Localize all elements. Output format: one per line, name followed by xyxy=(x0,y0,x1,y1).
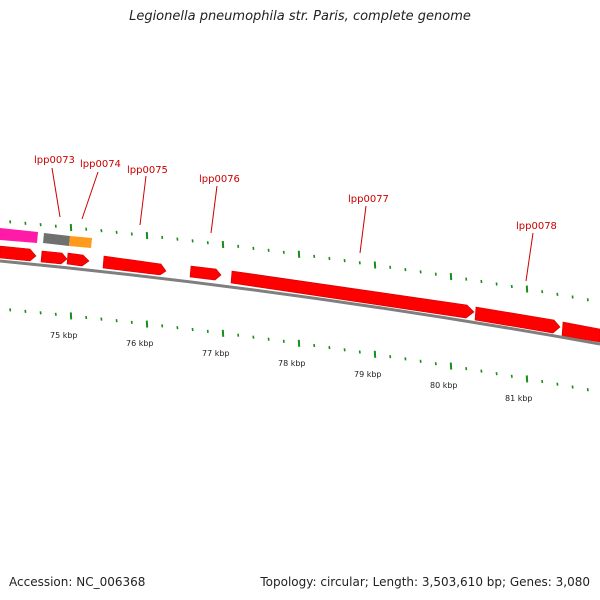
gene-arrow[interactable] xyxy=(40,250,68,265)
gene-label-lpp0073[interactable]: lpp0073 xyxy=(34,155,75,166)
map-title: Legionella pneumophila str. Paris, compl… xyxy=(129,9,471,24)
kbp-label: 76 kbp xyxy=(126,339,154,348)
gene-labels: lpp0073 lpp0074 lpp0075 lpp0076 lpp0077 … xyxy=(34,155,557,232)
callout-line xyxy=(210,185,218,234)
gene-arrow[interactable] xyxy=(474,306,561,334)
kbp-label: 79 kbp xyxy=(354,370,382,379)
kbp-label: 75 kbp xyxy=(50,331,78,340)
kbp-labels: 75 kbp 76 kbp 77 kbp 78 kbp 79 kbp 80 kb… xyxy=(50,331,533,403)
inner-tick-ring xyxy=(9,308,589,392)
gene-label-lpp0076[interactable]: lpp0076 xyxy=(199,174,240,185)
callout-line xyxy=(359,205,367,254)
genome-backbone xyxy=(0,259,600,346)
kbp-label: 77 kbp xyxy=(202,349,230,358)
callout-line xyxy=(51,167,61,218)
genome-summary-text: Topology: circular; Length: 3,503,610 bp… xyxy=(260,575,590,589)
gene-feature-orange[interactable] xyxy=(69,236,92,248)
gene-arrows xyxy=(0,245,600,343)
gene-arrow[interactable] xyxy=(0,245,37,262)
callout-line xyxy=(525,232,534,282)
gene-arrow[interactable] xyxy=(66,252,90,267)
gene-label-lpp0078[interactable]: lpp0078 xyxy=(516,221,557,232)
gene-arrow[interactable] xyxy=(561,321,600,343)
rna-feature-pink[interactable] xyxy=(0,228,38,243)
feature-strip xyxy=(0,228,92,248)
outer-tick-ring xyxy=(9,220,589,302)
accession-text: Accession: NC_006368 xyxy=(9,575,146,589)
kbp-label: 80 kbp xyxy=(430,381,458,390)
label-callouts xyxy=(51,167,534,282)
callout-line xyxy=(139,175,147,226)
gene-arrow[interactable] xyxy=(189,265,222,281)
gene-label-lpp0074[interactable]: lpp0074 xyxy=(80,159,121,170)
gene-label-lpp0077[interactable]: lpp0077 xyxy=(348,194,389,205)
gene-arrow[interactable] xyxy=(102,255,167,276)
kbp-label: 81 kbp xyxy=(505,394,533,403)
gene-label-lpp0075[interactable]: lpp0075 xyxy=(127,165,168,176)
callout-line xyxy=(81,171,99,220)
kbp-label: 78 kbp xyxy=(278,359,306,368)
gene-feature-gray[interactable] xyxy=(43,233,70,246)
gene-arrow[interactable] xyxy=(230,270,475,319)
